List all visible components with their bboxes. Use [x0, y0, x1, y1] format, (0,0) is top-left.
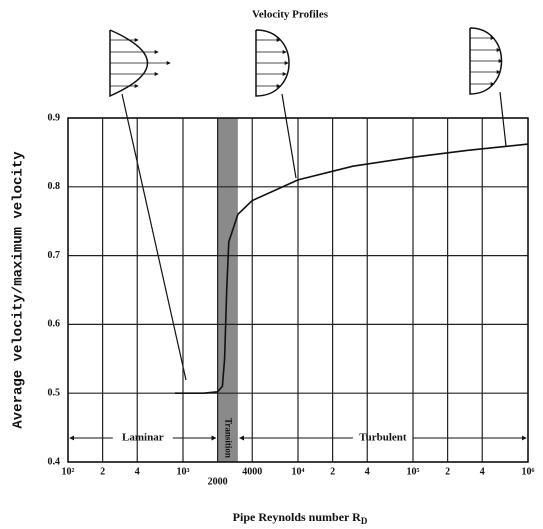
region-label: Transition [224, 418, 234, 458]
x-label-text: Pipe Reynolds number R [233, 510, 361, 524]
velocity-profiles [110, 28, 506, 380]
x-tick-label: 2 [330, 466, 335, 477]
x-tick-label: 2 [445, 466, 450, 477]
region-label: Turbulent [359, 432, 407, 444]
y-tick-label: 0.7 [48, 250, 61, 261]
x-tick-label: 4 [135, 466, 140, 477]
x-tick-label: 10³ [177, 466, 190, 477]
y-tick-label: 0.9 [48, 112, 61, 123]
x-tick-label: 10⁶ [522, 466, 535, 477]
x-label-subscript: D [361, 516, 368, 526]
x-tick-label: 2000 [208, 476, 228, 487]
y-tick-label: 0.8 [48, 181, 61, 192]
x-tick-label: 10⁵ [407, 466, 420, 477]
y-tick-label: 0.6 [48, 319, 61, 330]
chart: Velocity Profiles Average velocity/maxim… [0, 0, 543, 529]
x-tick-label: 4 [480, 466, 485, 477]
y-tick-label: 0.4 [48, 456, 61, 467]
x-tick-label: 4000 [242, 466, 262, 477]
y-tick-label: 0.5 [48, 387, 61, 398]
x-tick-label: 10² [62, 466, 75, 477]
x-tick-label: 10⁴ [292, 466, 305, 477]
region-label: Laminar [122, 432, 164, 444]
transition-band [218, 118, 238, 462]
chart-title: Velocity Profiles [252, 9, 329, 21]
y-axis-label: Average velocity/maximum velocity [11, 151, 27, 429]
x-tick-label: 4 [365, 466, 370, 477]
x-axis-label: Pipe Reynolds number RD [233, 510, 368, 526]
x-tick-label: 2 [100, 466, 105, 477]
